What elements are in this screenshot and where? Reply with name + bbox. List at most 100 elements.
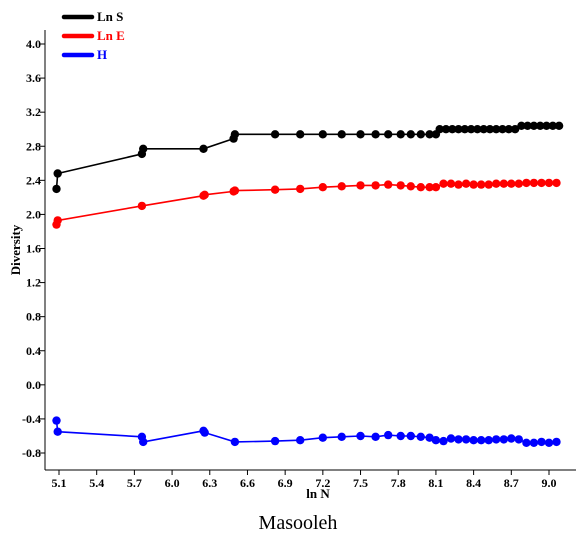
data-point xyxy=(544,438,554,447)
legend-label: Ln S xyxy=(97,9,123,24)
axes xyxy=(44,30,576,471)
data-point xyxy=(507,179,516,188)
data-point xyxy=(337,432,346,441)
data-point xyxy=(510,125,520,134)
data-point xyxy=(230,437,240,447)
x-ticks: 5.1 5.4 5.7 6.0 6.3 6.6 6.9 7.2 7.5 7.8 8.1 8.4 8.7 9… xyxy=(52,470,557,490)
data-point xyxy=(469,436,478,445)
data-point xyxy=(270,130,280,139)
series-line xyxy=(55,125,560,189)
data-point xyxy=(522,438,531,447)
x-tick-label: 5.1 xyxy=(52,476,67,490)
data-point xyxy=(466,125,476,134)
y-tick-label: -0.8 xyxy=(22,446,41,460)
data-point xyxy=(406,431,415,441)
y-tick-label: 2.0 xyxy=(26,207,41,221)
series-layer xyxy=(52,121,564,447)
legend: Ln S Ln E H xyxy=(61,9,125,62)
y-tick-label: 0.0 xyxy=(26,378,41,392)
data-point xyxy=(439,179,448,188)
data-point xyxy=(537,437,546,447)
x-tick-label: 8.4 xyxy=(466,476,481,490)
data-point xyxy=(53,216,62,225)
y-ticks: 4.0 3.6 3.2 2.8 2.4 2.0 1.6 1.2 0.8 0.4 0.0 -0.4 -0.… xyxy=(22,37,45,460)
data-point xyxy=(499,179,508,188)
data-point xyxy=(406,130,415,139)
data-point xyxy=(318,130,327,139)
data-point xyxy=(542,121,551,130)
data-point xyxy=(552,178,561,188)
data-point xyxy=(461,435,471,444)
data-point xyxy=(484,180,493,189)
data-point xyxy=(460,125,469,134)
legend-label: Ln E xyxy=(97,28,125,43)
data-point xyxy=(498,125,507,134)
data-point xyxy=(396,130,405,139)
chart-caption: Masooleh xyxy=(259,512,338,534)
data-point xyxy=(536,121,545,130)
x-tick-label: 7.5 xyxy=(353,476,368,490)
data-point xyxy=(454,125,463,134)
data-point xyxy=(548,121,557,130)
data-point xyxy=(492,125,501,134)
x-tick-label: 6.9 xyxy=(278,476,293,490)
data-point xyxy=(371,181,380,190)
data-point xyxy=(200,428,209,437)
data-point xyxy=(529,121,539,130)
legend-label: H xyxy=(97,47,107,62)
data-point xyxy=(522,178,531,188)
x-tick-label: 6.3 xyxy=(202,476,217,490)
data-point xyxy=(406,182,415,191)
y-tick-label: 0.4 xyxy=(26,344,41,358)
data-point xyxy=(425,183,434,192)
data-point xyxy=(514,179,523,188)
data-point xyxy=(473,125,482,134)
data-point xyxy=(454,180,463,189)
x-tick-label: 8.7 xyxy=(504,476,519,490)
data-point xyxy=(337,182,346,191)
y-tick-label: 2.8 xyxy=(26,139,41,153)
x-axis-label: ln N xyxy=(306,486,330,501)
data-point xyxy=(552,437,561,447)
data-point xyxy=(529,178,539,188)
data-point xyxy=(52,416,61,425)
series-ln-s xyxy=(52,121,564,194)
data-point xyxy=(200,190,209,199)
data-point xyxy=(53,427,62,436)
data-point xyxy=(199,144,208,153)
y-tick-label: -0.4 xyxy=(22,412,41,426)
x-tick-label: 6.0 xyxy=(165,476,180,490)
data-point xyxy=(441,125,451,134)
x-tick-label: 8.1 xyxy=(428,476,443,490)
y-tick-label: 1.2 xyxy=(26,276,41,290)
data-point xyxy=(52,184,61,194)
data-point xyxy=(356,130,365,139)
data-point xyxy=(270,436,280,446)
series-h xyxy=(52,416,561,447)
data-point xyxy=(416,183,425,192)
data-point xyxy=(296,436,305,445)
data-point xyxy=(425,433,434,442)
data-point xyxy=(296,130,305,139)
data-point xyxy=(477,180,486,189)
data-point xyxy=(484,436,493,445)
data-point xyxy=(537,178,546,188)
data-point xyxy=(492,435,501,444)
data-point xyxy=(492,179,501,188)
data-point xyxy=(469,180,478,189)
data-point xyxy=(431,436,441,445)
data-point xyxy=(554,121,564,130)
data-point xyxy=(446,179,456,188)
y-tick-label: 0.8 xyxy=(26,310,41,324)
data-point xyxy=(517,121,526,130)
x-tick-label: 5.4 xyxy=(89,476,104,490)
data-point xyxy=(504,125,513,134)
data-point xyxy=(139,144,148,153)
y-tick-label: 3.6 xyxy=(26,71,41,85)
data-point xyxy=(384,180,393,189)
y-tick-label: 2.4 xyxy=(26,173,41,187)
data-point xyxy=(318,183,327,192)
data-point xyxy=(479,125,488,134)
data-point xyxy=(53,169,62,178)
x-tick-label: 6.6 xyxy=(240,476,255,490)
